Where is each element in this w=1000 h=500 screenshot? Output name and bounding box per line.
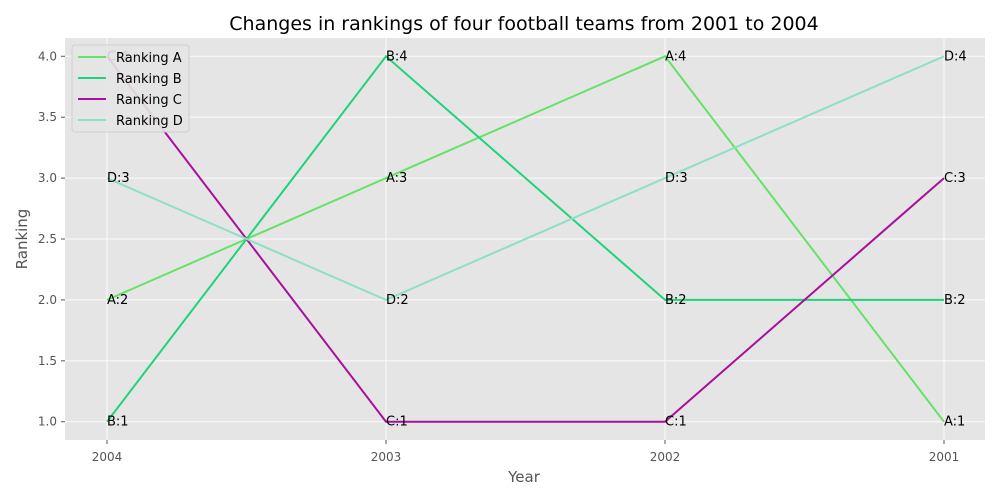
x-axis: 2004 2003 2002 2001	[92, 440, 960, 464]
data-label: B:2	[944, 293, 966, 308]
legend-entry: Ranking C	[116, 93, 182, 108]
y-tick-label: 4.0	[38, 49, 57, 63]
data-label: C:1	[665, 415, 687, 430]
legend-entry: Ranking D	[116, 114, 183, 129]
data-label: A:4	[665, 49, 686, 64]
data-label: D:3	[107, 171, 130, 186]
x-tick-label: 2004	[92, 450, 123, 464]
y-tick-label: 1.5	[38, 354, 57, 368]
data-label: D:3	[665, 171, 688, 186]
data-label: A:3	[386, 171, 407, 186]
y-tick-label: 1.0	[38, 415, 57, 429]
y-tick-label: 2.5	[38, 232, 57, 246]
y-tick-label: 3.0	[38, 171, 57, 185]
data-label: B:2	[665, 293, 687, 308]
data-label: A:1	[944, 415, 965, 430]
legend: Ranking A Ranking B Ranking C Ranking D	[72, 45, 189, 132]
chart-title: Changes in rankings of four football tea…	[229, 13, 818, 35]
legend-entry: Ranking B	[116, 72, 182, 87]
data-label: B:4	[386, 49, 408, 64]
data-label: C:3	[944, 171, 966, 186]
y-axis-label: Ranking	[13, 209, 31, 270]
x-axis-label: Year	[507, 468, 541, 486]
data-label: D:4	[944, 49, 967, 64]
data-label: A:2	[107, 293, 128, 308]
x-tick-label: 2003	[371, 450, 402, 464]
x-tick-label: 2002	[650, 450, 681, 464]
x-tick-label: 2001	[929, 450, 960, 464]
y-tick-label: 2.0	[38, 293, 57, 307]
y-axis: 1.0 1.5 2.0 2.5 3.0 3.5 4.0	[38, 49, 65, 428]
legend-entry: Ranking A	[116, 51, 182, 66]
data-label: D:2	[386, 293, 409, 308]
data-label: C:1	[386, 415, 408, 430]
y-tick-label: 3.5	[38, 110, 57, 124]
data-label: B:1	[107, 415, 129, 430]
